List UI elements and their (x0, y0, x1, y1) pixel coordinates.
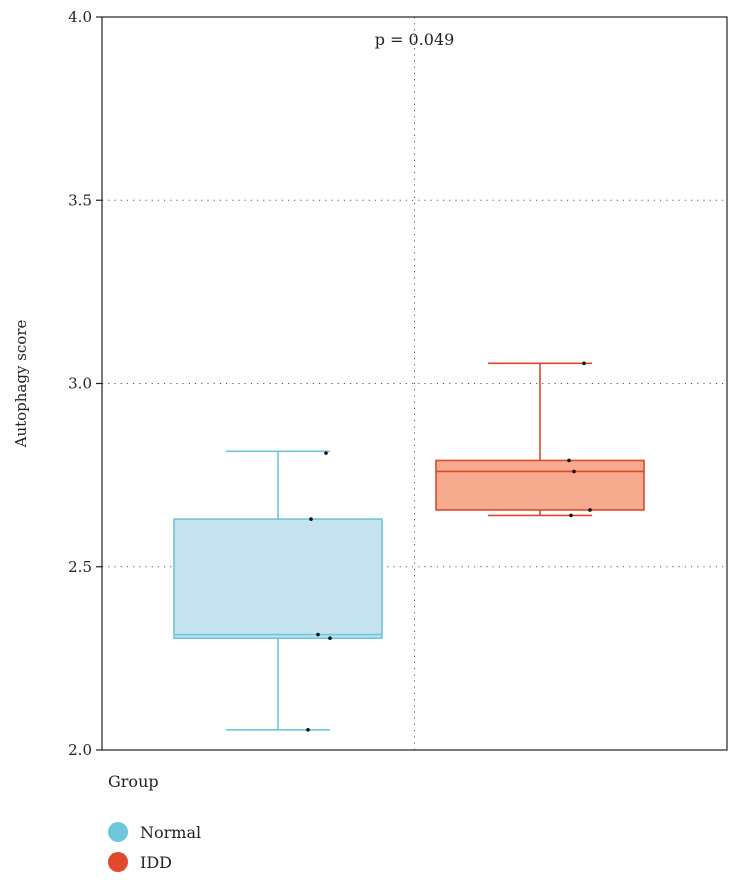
y-tick-label-2.0: 2.0 (68, 741, 92, 759)
p-value-annotation: p = 0.049 (375, 30, 455, 49)
box-idd (435, 362, 645, 517)
legend: Group Normal IDD (108, 772, 201, 877)
box-normal (173, 450, 383, 731)
box-series (173, 362, 645, 731)
point-idd-3 (588, 508, 592, 512)
legend-item-idd: IDD (108, 847, 201, 877)
box-body-idd (435, 459, 645, 511)
point-idd-4 (569, 513, 573, 518)
point-normal-3 (328, 636, 332, 641)
gridlines (102, 17, 727, 750)
point-normal-0 (324, 451, 328, 455)
y-tick-label-2.5: 2.5 (68, 558, 92, 576)
legend-title: Group (108, 772, 159, 791)
y-tick-label-4.0: 4.0 (68, 8, 92, 26)
y-tick-label-3.0: 3.0 (68, 375, 92, 393)
y-axis-ticks: 2.0 2.5 3.0 3.5 4.0 (68, 8, 102, 759)
point-normal-2 (316, 632, 320, 637)
y-tick-label-3.5: 3.5 (68, 191, 92, 209)
box-plot-chart: 2.0 2.5 3.0 3.5 4.0 Autophagy score p = 0.04… (12, 8, 728, 759)
legend-swatch-idd (108, 852, 128, 872)
legend-label-idd: IDD (140, 852, 172, 872)
point-normal-1 (309, 517, 313, 521)
point-idd-1 (567, 458, 571, 463)
data-points (306, 361, 592, 732)
point-normal-4 (306, 728, 310, 732)
point-idd-0 (582, 361, 586, 366)
legend-swatch-normal (108, 822, 128, 842)
legend-label-normal: Normal (140, 822, 202, 842)
y-axis-label: Autophagy score (12, 319, 30, 448)
box-body-normal (173, 518, 383, 640)
point-idd-2 (572, 469, 576, 474)
legend-item-normal: Normal (108, 817, 201, 847)
